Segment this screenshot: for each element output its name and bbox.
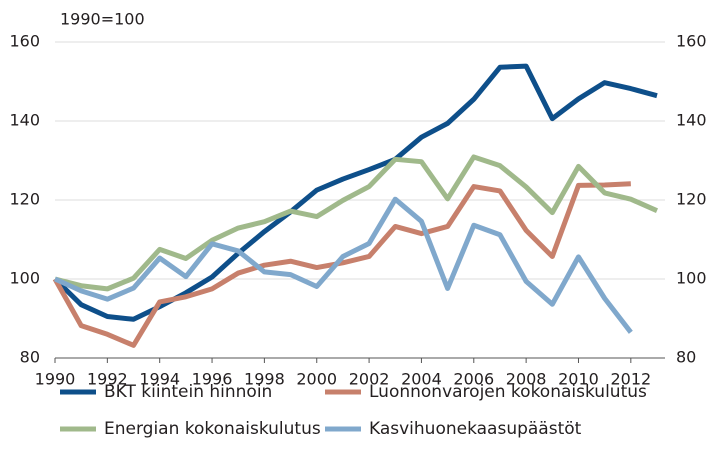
y-tick-label: 100 xyxy=(9,269,40,288)
legend-label: BKT kiintein hinnoin xyxy=(104,382,272,402)
chart-subtitle: 1990=100 xyxy=(60,10,145,29)
x-tick-label: 2008 xyxy=(506,370,547,389)
x-tick-label: 2002 xyxy=(349,370,390,389)
y2-tick-label: 80 xyxy=(676,348,696,367)
x-tick-label: 2010 xyxy=(558,370,599,389)
y-tick-label: 120 xyxy=(9,190,40,209)
y2-tick-label: 120 xyxy=(676,190,707,209)
x-tick-label: 1994 xyxy=(139,370,180,389)
y2-tick-label: 100 xyxy=(676,269,707,288)
y2-tick-label: 160 xyxy=(676,32,707,51)
y-tick-label: 140 xyxy=(9,111,40,130)
x-tick-label: 1992 xyxy=(87,370,128,389)
legend-label: Energian kokonaiskulutus xyxy=(104,419,321,439)
series-line xyxy=(54,154,659,292)
x-tick-label: 1990 xyxy=(35,370,76,389)
legend-label: Kasvihuonekaasupäästöt xyxy=(369,419,582,439)
series-line xyxy=(52,181,631,348)
y-tick-label: 160 xyxy=(9,32,40,51)
x-tick-label: 1998 xyxy=(244,370,285,389)
legend-label: Luonnonvarojen kokonaiskulutus xyxy=(369,382,647,402)
y-tick-label: 80 xyxy=(20,348,40,367)
x-tick-label: 2004 xyxy=(401,370,442,389)
series-line xyxy=(53,196,633,334)
x-tick-label: 2012 xyxy=(610,370,651,389)
x-tick-label: 2006 xyxy=(453,370,494,389)
y2-tick-label: 140 xyxy=(676,111,707,130)
x-tick-label: 1996 xyxy=(192,370,233,389)
x-tick-label: 2000 xyxy=(296,370,337,389)
